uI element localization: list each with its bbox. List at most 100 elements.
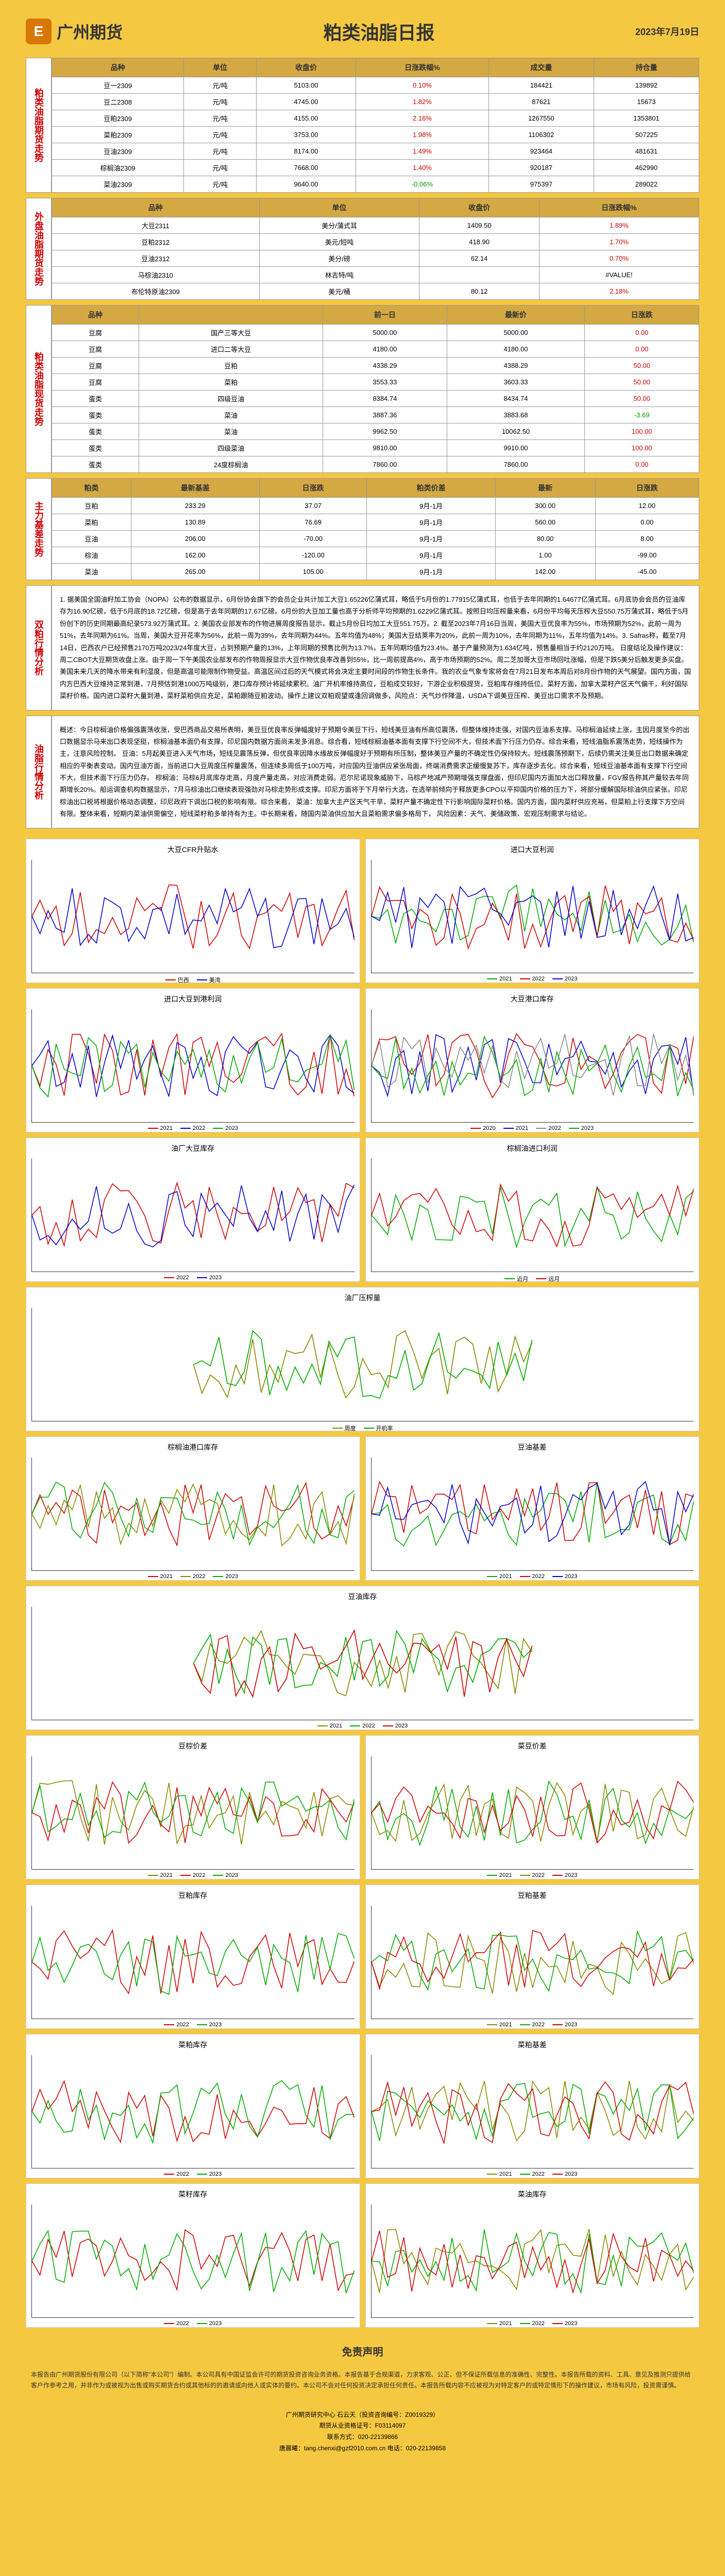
chart-legend: 近月远月	[371, 1275, 694, 1283]
chart-legend: 202120222023	[31, 1125, 355, 1131]
table-cell: 9962.50	[323, 423, 447, 440]
section-label: 双粕行情分析	[26, 585, 52, 710]
chart-title: 豆棕价差	[31, 1741, 355, 1751]
section-spot: 粕类油脂现货走势 品种前一日最新价日涨跌 豆腐国产三等大豆5000.005000…	[26, 305, 699, 473]
chart-panel: 进口大豆到港利润202120222023	[26, 988, 360, 1132]
table-row: 布伦特原油2309美元/桶80.122.18%	[52, 283, 699, 300]
legend-item: 2021	[487, 2171, 512, 2177]
chart-legend: 202120222023	[31, 1573, 355, 1580]
table-header: 收盘价	[419, 198, 539, 217]
table-header: 日涨跌幅%	[356, 58, 489, 77]
report-title: 粕类油脂日报	[323, 18, 434, 45]
table-row: 蛋类菜油3887.363883.68-3.69	[52, 407, 699, 423]
table-cell: 1.70%	[539, 234, 699, 250]
table-row: 菜油2309元/吨9640.00-0.06%975397289022	[52, 176, 699, 193]
chart-panel: 油厂压榨量周度开机率	[26, 1287, 699, 1431]
table-cell: 80.12	[419, 283, 539, 300]
table-cell: 进口二等大豆	[139, 341, 323, 358]
chart-legend: 202120222023	[371, 2022, 694, 2028]
chart-area	[31, 1009, 355, 1123]
table-cell: 豆二2308	[52, 94, 184, 110]
chart-title: 大豆CFR升贴水	[31, 844, 355, 855]
logo-icon: E	[26, 19, 52, 44]
table-cell: 豆腐	[52, 325, 139, 341]
table-row: 蛋类菜油9962.5010062.50100.00	[52, 423, 699, 440]
table-cell: 8434.74	[447, 391, 585, 407]
table-cell: 菜粕	[139, 374, 323, 391]
legend-item: 2021	[487, 1573, 512, 1580]
table-cell: 0.70%	[539, 250, 699, 267]
chart-legend: 202120222023	[371, 1573, 694, 1580]
chart-area	[371, 1906, 694, 2019]
chart-area	[31, 1458, 355, 1571]
table-row: 棕油162.00-120.009月-1月1.00-99.00	[52, 547, 699, 564]
chart-title: 棕榈油进口利润	[371, 1143, 694, 1154]
analysis-text-oil: 概述：今日棕榈油价格偏强震荡收涨，受巴西商品交易所表明，美豆豆优良率反弹幅度好于…	[52, 716, 699, 828]
table-cell: 蛋类	[52, 391, 139, 407]
table-cell: 4388.29	[447, 358, 585, 374]
chart-legend: 202120222023	[371, 976, 694, 982]
table-cell: 豆腐	[52, 358, 139, 374]
table-domestic-futures: 品种单位收盘价日涨跌幅%成交量持仓量 豆一2309元/吨5103.000.10%…	[52, 58, 699, 193]
chart-panel: 豆粕库存20222023	[26, 1885, 360, 2029]
legend-item: 2022	[164, 1275, 189, 1281]
table-cell: 0.00	[595, 514, 699, 531]
table-cell: 3753.00	[256, 127, 356, 143]
chart-title: 菜粕基差	[371, 2040, 694, 2050]
chart-title: 大豆港口库存	[371, 994, 694, 1004]
legend-item: 2021	[503, 1125, 528, 1131]
chart-legend: 202120222023	[31, 1723, 694, 1729]
chart-title: 豆粕库存	[31, 1890, 355, 1901]
table-header	[139, 306, 323, 325]
legend-item: 2023	[197, 2022, 222, 2028]
section-oil-analysis: 油脂行情分析 概述：今日棕榈油价格偏强震荡收涨，受巴西商品交易所表明，美豆豆优良…	[26, 716, 699, 828]
table-cell: 元/吨	[184, 176, 257, 193]
table-cell: 1.40%	[356, 160, 489, 176]
table-cell: 418.90	[419, 234, 539, 250]
chart-panel: 菜粕库存20222023	[26, 2034, 360, 2178]
legend-item: 2022	[520, 976, 545, 982]
legend-item: 远月	[536, 1275, 560, 1283]
table-cell: 15673	[594, 94, 699, 110]
table-foreign-futures: 品种单位收盘价日涨跌幅% 大豆2311美分/蒲式耳1409.501.89%豆粕2…	[52, 198, 699, 300]
legend-item: 2022	[350, 1723, 375, 1729]
table-cell: 蛋类	[52, 407, 139, 423]
table-cell: 0.00	[585, 341, 699, 358]
table-row: 棕榈油2309元/吨7668.001.40%920187462990	[52, 160, 699, 176]
table-cell: 100.00	[585, 423, 699, 440]
table-cell: 37.07	[259, 498, 367, 514]
table-cell: 9810.00	[323, 440, 447, 456]
section-basis: 主力基差走势 粕类最新基差日涨跌粕类价差最新日涨跌 豆粕233.2937.079…	[26, 478, 699, 580]
section-label: 主力基差走势	[26, 478, 52, 580]
table-cell: 1.89%	[539, 217, 699, 234]
table-cell: 2.18%	[539, 283, 699, 300]
table-cell: 80.00	[495, 531, 595, 547]
chart-legend: 202120222023	[371, 2320, 694, 2327]
table-cell: 9月-1月	[367, 531, 495, 547]
chart-legend: 20222023	[31, 2320, 355, 2327]
table-cell: 3883.68	[447, 407, 585, 423]
chart-legend: 2020202120222023	[371, 1125, 694, 1131]
footer-line: 唐晨曦：tang.chenxi@gzf2010.com.cn 电话：020-22…	[18, 2443, 707, 2454]
table-cell: 林吉特/吨	[259, 267, 419, 283]
footer-line: 期货从业资格证号：F03114097	[18, 2420, 707, 2432]
table-cell: 4745.00	[256, 94, 356, 110]
chart-panel: 豆粕基差202120222023	[365, 1885, 700, 2029]
table-cell: 棕油	[52, 547, 131, 564]
table-cell: 507225	[594, 127, 699, 143]
table-cell: 4180.00	[323, 341, 447, 358]
table-cell: 豆腐	[52, 374, 139, 391]
table-row: 豆粕2309元/吨4155.002.16%12675501353801	[52, 110, 699, 127]
legend-item: 2023	[552, 2320, 577, 2327]
chart-panel: 菜籽库存20222023	[26, 2183, 360, 2328]
table-cell: -0.06%	[356, 176, 489, 193]
chart-title: 油厂压榨量	[31, 1293, 694, 1303]
table-cell: 920187	[488, 160, 594, 176]
legend-item: 2022	[180, 1125, 205, 1131]
table-cell: 300.00	[495, 498, 595, 514]
table-cell: -70.00	[259, 531, 367, 547]
table-cell: 美分/蒲式耳	[259, 217, 419, 234]
chart-panel: 棕榈油进口利润近月远月	[365, 1138, 700, 1282]
footer-line: 广州期货研究中心 石云天（投资咨询编号：Z0019329）	[18, 2410, 707, 2421]
report-header: E 广州期货 粕类油脂日报 2023年7月19日	[10, 10, 715, 53]
